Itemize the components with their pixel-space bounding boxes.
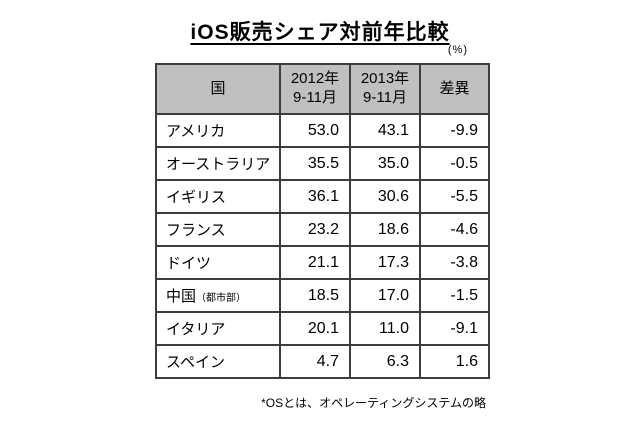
country-cell: イタリア: [155, 311, 281, 346]
country-label: アメリカ: [166, 123, 226, 140]
table-row: ドイツ 21.1 17.3 -3.8: [155, 245, 490, 280]
country-cell: イギリス: [155, 179, 281, 214]
diff-cell: -4.6: [419, 212, 490, 247]
table-row: フランス 23.2 18.6 -4.6: [155, 212, 490, 247]
table-header-row: 国 2012年 9-11月 2013年 9-11月 差異: [155, 63, 490, 115]
value-2013-cell: 6.3: [349, 344, 421, 379]
country-label: オーストラリア: [166, 156, 271, 173]
country-label: ドイツ: [166, 255, 212, 272]
value-2012-cell: 53.0: [279, 113, 351, 148]
ios-share-table: 国 2012年 9-11月 2013年 9-11月 差異 アメリカ 53.0 4…: [155, 63, 490, 379]
value-2012-cell: 23.2: [279, 212, 351, 247]
diff-cell: 1.6: [419, 344, 490, 379]
country-label: フランス: [166, 222, 226, 239]
table-row: スペイン 4.7 6.3 1.6: [155, 344, 490, 379]
country-cell: 中国（都市部）: [155, 278, 281, 313]
header-cell-2012: 2012年 9-11月: [279, 63, 351, 115]
header-cell-country: 国: [155, 63, 281, 115]
value-2012-cell: 35.5: [279, 146, 351, 181]
page-title: iOS販売シェア対前年比較: [190, 21, 450, 44]
country-label: イタリア: [166, 321, 226, 338]
value-2012-cell: 36.1: [279, 179, 351, 214]
value-2012-cell: 21.1: [279, 245, 351, 280]
diff-cell: -3.8: [419, 245, 490, 280]
value-2013-cell: 35.0: [349, 146, 421, 181]
table-row: イタリア 20.1 11.0 -9.1: [155, 311, 490, 346]
country-label: スペイン: [166, 354, 225, 371]
diff-cell: -1.5: [419, 278, 490, 313]
value-2013-cell: 43.1: [349, 113, 421, 148]
table-row: イギリス 36.1 30.6 -5.5: [155, 179, 490, 214]
country-cell: スペイン: [155, 344, 281, 379]
value-2013-cell: 18.6: [349, 212, 421, 247]
table-row: オーストラリア 35.5 35.0 -0.5: [155, 146, 490, 181]
diff-cell: -9.1: [419, 311, 490, 346]
table-row: アメリカ 53.0 43.1 -9.9: [155, 113, 490, 148]
value-2012-cell: 20.1: [279, 311, 351, 346]
country-cell: ドイツ: [155, 245, 281, 280]
country-label: 中国: [166, 288, 197, 305]
country-cell: フランス: [155, 212, 281, 247]
unit-label: (%): [447, 44, 468, 56]
value-2013-cell: 17.3: [349, 245, 421, 280]
value-2012-cell: 4.7: [279, 344, 351, 379]
value-2013-cell: 11.0: [349, 311, 421, 346]
country-cell: アメリカ: [155, 113, 281, 148]
header-cell-diff: 差異: [419, 63, 490, 115]
diff-cell: -0.5: [419, 146, 490, 181]
table-row: 中国（都市部） 18.5 17.0 -1.5: [155, 278, 490, 313]
header-cell-2013: 2013年 9-11月: [349, 63, 421, 115]
country-note: （都市部）: [196, 293, 247, 304]
country-label: イギリス: [166, 189, 227, 206]
footnote: *OSとは、オペレーティングシステムの略: [261, 396, 486, 410]
value-2013-cell: 30.6: [349, 179, 421, 214]
value-2013-cell: 17.0: [349, 278, 421, 313]
diff-cell: -5.5: [419, 179, 490, 214]
diff-cell: -9.9: [419, 113, 490, 148]
country-cell: オーストラリア: [155, 146, 281, 181]
value-2012-cell: 18.5: [279, 278, 351, 313]
